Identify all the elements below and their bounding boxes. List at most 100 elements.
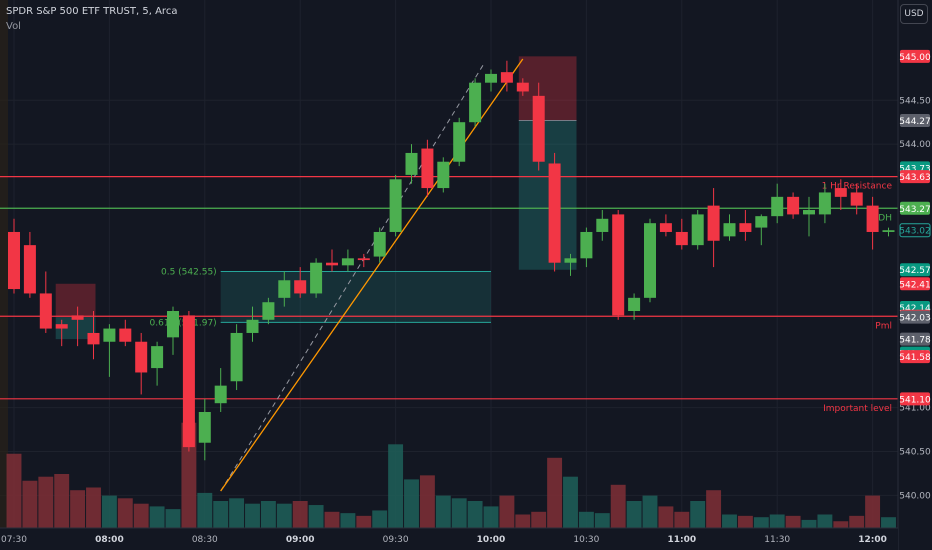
volume-bar: [117, 498, 133, 528]
x-tick-label: 07:30: [1, 535, 27, 545]
candle-body: [500, 72, 513, 83]
candle-body: [71, 315, 84, 320]
y-tick-label: 544.00: [899, 140, 931, 150]
price-tag-label: 541.10: [899, 395, 931, 405]
volume-bar: [292, 501, 308, 528]
x-tick-label: 08:30: [192, 535, 218, 545]
volume-bar: [881, 517, 896, 528]
candle-body: [405, 152, 418, 175]
price-tag-label: 542.14: [899, 304, 931, 314]
candle-body: [723, 223, 736, 237]
volume-bar: [690, 501, 706, 528]
dashed-projection-line: [220, 64, 484, 492]
volume-bar: [229, 498, 245, 528]
candle-body: [214, 385, 227, 404]
volume-bar: [197, 492, 213, 528]
candle-body: [246, 319, 259, 333]
volume-bar: [515, 514, 531, 528]
position-target-zone: [518, 120, 577, 270]
candle-body: [278, 280, 291, 298]
candle-body: [612, 214, 625, 316]
volume-bar: [38, 476, 54, 528]
y-tick-label: 540.00: [899, 491, 931, 501]
x-tick-label: 11:30: [764, 535, 790, 545]
candle-body: [182, 315, 195, 448]
volume-bar: [626, 501, 642, 528]
candle-body: [262, 302, 275, 320]
volume-bar: [658, 506, 674, 528]
price-tag-label: 542.03: [899, 314, 931, 324]
candle-body: [341, 258, 354, 266]
candle-body: [691, 214, 704, 246]
symbol-title: SPDR S&P 500 ETF TRUST, 5, Arca: [6, 6, 178, 17]
price-tag: [900, 49, 930, 63]
candle-body: [659, 223, 672, 232]
candle-body: [564, 258, 577, 263]
candle-body: [787, 196, 800, 215]
volume-bar: [483, 506, 499, 528]
volume-bar: [865, 495, 881, 528]
candle-body: [707, 205, 720, 241]
small-position-target-zone: [55, 317, 96, 340]
volume-bar: [547, 457, 563, 528]
volume-bar: [213, 501, 229, 528]
candle-body: [421, 148, 434, 189]
candle-body: [818, 192, 831, 215]
candle-body: [739, 223, 752, 232]
candle-body: [23, 245, 36, 294]
volume-bar: [737, 515, 753, 528]
candle-body: [135, 341, 148, 373]
volume-bar: [594, 513, 610, 528]
candle-body: [803, 210, 815, 215]
volume-label: Vol: [6, 21, 21, 32]
x-tick-label: 11:00: [667, 535, 696, 545]
volume-bar: [499, 495, 515, 528]
candle-body: [548, 163, 561, 263]
currency-button[interactable]: USD: [900, 4, 928, 24]
candle-body: [167, 311, 179, 338]
price-tag: [900, 277, 930, 291]
candle-body: [87, 332, 100, 345]
price-tag: [900, 332, 930, 346]
candle-body: [310, 262, 323, 294]
volume-bar: [531, 511, 547, 528]
volume-bar: [578, 511, 594, 528]
volume-bar: [467, 501, 483, 528]
small-position-stop-zone: [55, 283, 96, 318]
candle-body: [437, 161, 450, 189]
volume-bar: [610, 484, 626, 528]
volume-bar: [753, 517, 769, 528]
volume-bar: [324, 511, 340, 528]
candle-body: [850, 192, 863, 206]
candle-body: [198, 411, 211, 443]
candle-body: [8, 231, 20, 290]
candle-body: [675, 231, 688, 246]
price-tag: [900, 170, 930, 184]
candle-body: [357, 258, 370, 261]
price-tag: [900, 201, 930, 215]
candle-body: [373, 231, 386, 257]
price-tag: [900, 392, 930, 406]
price-tag-label: 543.27: [899, 205, 931, 215]
volume-bar: [801, 519, 817, 528]
candle-body: [103, 328, 116, 342]
x-tick-label: 12:00: [858, 535, 887, 545]
candle-body: [55, 324, 68, 329]
volume-bar: [276, 503, 292, 528]
price-tag-label: 542.57: [899, 266, 931, 276]
trend-line: [220, 58, 524, 492]
candle-body: [755, 216, 768, 228]
candle-body: [596, 218, 609, 232]
candle-body: [532, 95, 545, 162]
volume-bar: [149, 506, 165, 528]
candle-body: [151, 346, 164, 369]
x-tick-label: 08:00: [95, 535, 124, 545]
price-tag-label: 543.63: [899, 173, 931, 183]
fib-label: 0.5 (542.55): [161, 267, 217, 277]
level-label: Pml: [875, 321, 892, 331]
volume-bar: [308, 505, 324, 528]
volume-bar: [54, 474, 70, 528]
candle-body: [485, 73, 497, 83]
price-tag-label: 543.02: [899, 227, 931, 237]
